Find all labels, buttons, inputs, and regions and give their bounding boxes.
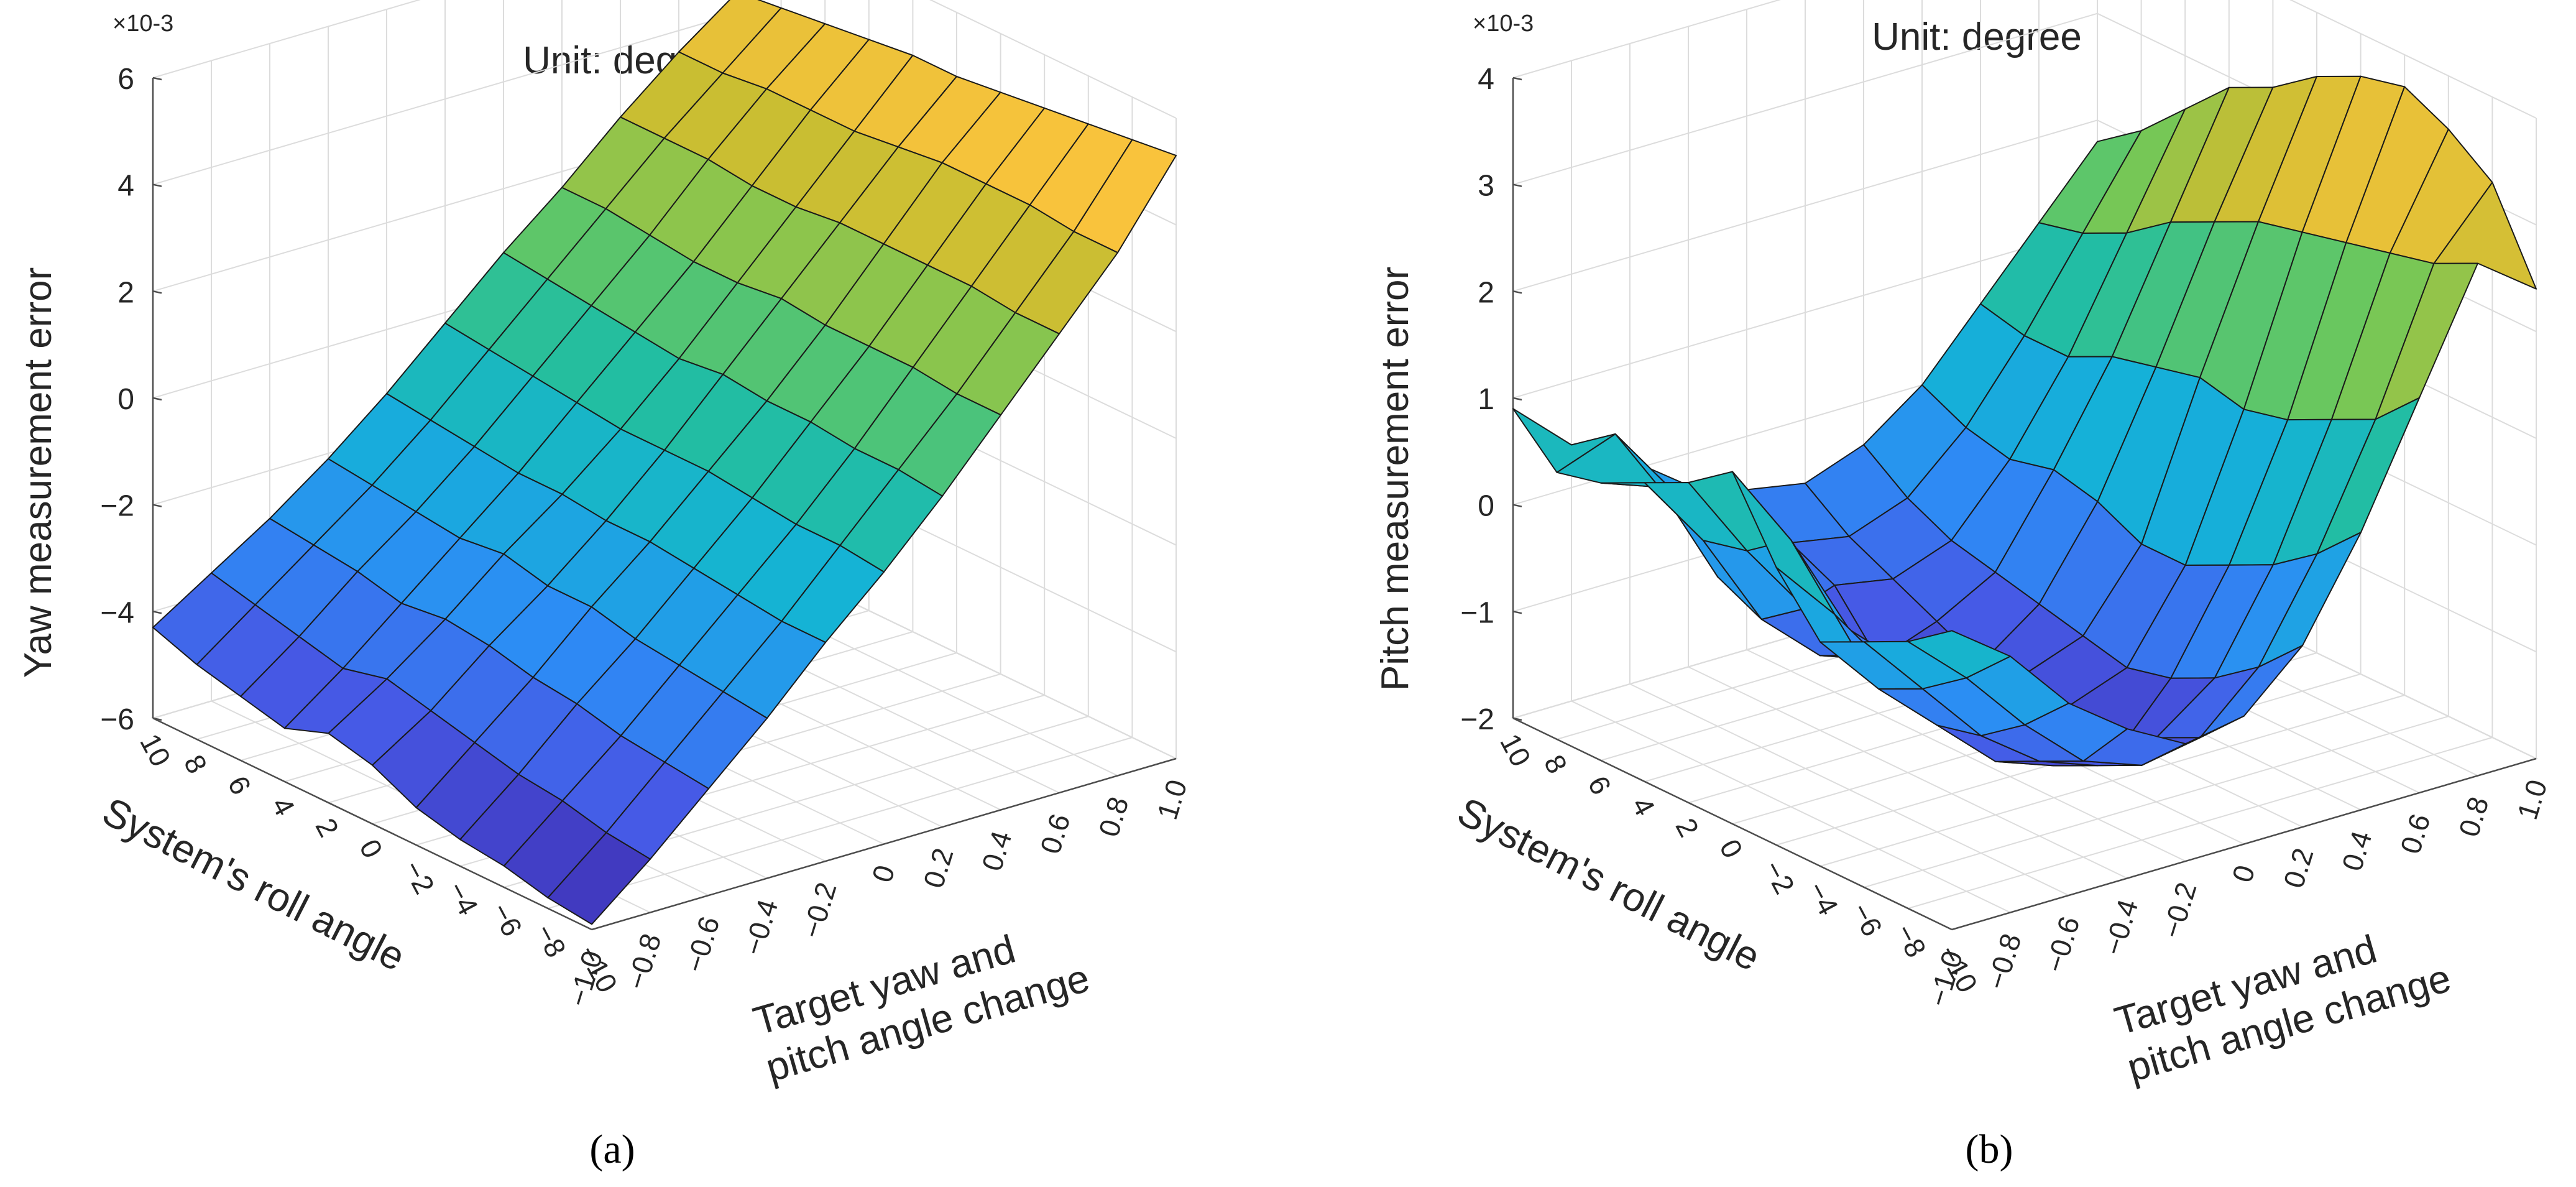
chart-a-surface-patch [547,832,651,925]
chart-b-z-tick-label: 1 [1478,383,1494,416]
panel-label-a: (a) [589,1127,635,1172]
chart-a-z-tick-label: −6 [100,703,134,736]
chart-a-z-tick-label: −2 [100,490,134,523]
chart-b-title: Unit: degree [1872,16,2082,58]
chart-a-z-tick-label: 0 [117,383,134,416]
chart-b-surface [1512,75,2537,767]
chart-b-z-scale: ×10-3 [1473,11,1534,37]
panel-label-b: (b) [1966,1127,2013,1172]
chart-a-z-tick-label: 4 [117,170,134,203]
chart-a-surface [152,0,1177,925]
chart-b-z-tick-label: 0 [1478,490,1494,523]
chart-b-z-tick-label: −1 [1460,596,1494,629]
chart-a-z-scale: ×10-3 [113,11,173,37]
chart-b-z-tick-label: 4 [1478,63,1494,96]
chart-b-z-tick-label: 3 [1478,170,1494,203]
chart-a-z-tick-label: 6 [117,63,134,96]
chart-b-z-tick-label: −2 [1460,703,1494,736]
chart-a-z-axis-label: Yaw measurement error [17,267,60,678]
chart-a-z-tick-label: 2 [117,276,134,309]
chart-b-z-axis-label: Pitch measurement error [1374,267,1417,691]
chart-a-z-tick-label: −4 [100,596,134,629]
chart-b-z-tick-label: 2 [1478,276,1494,309]
chart-b-surface-patch [1907,630,2011,679]
